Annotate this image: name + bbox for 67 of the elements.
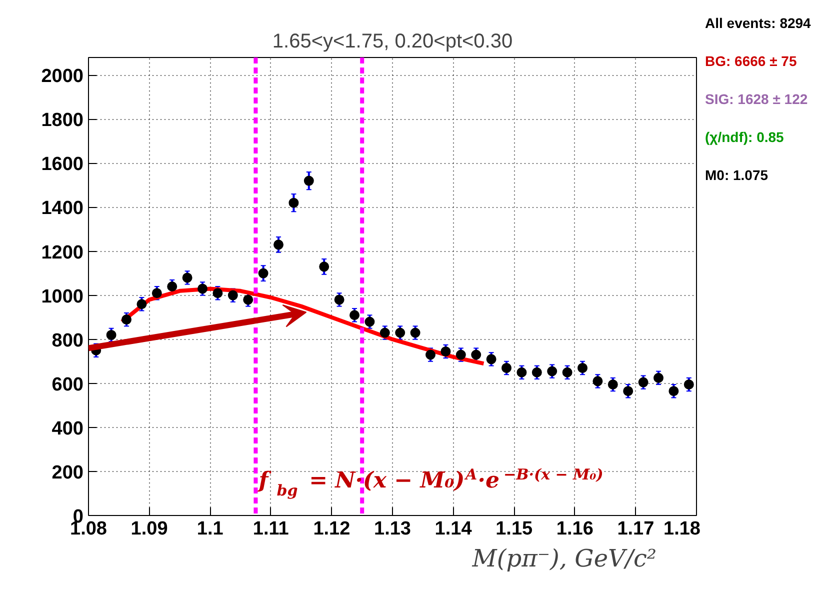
point <box>578 362 588 373</box>
x-tick-label: 1.14 <box>434 518 472 540</box>
y-tick-label: 1800 <box>41 110 84 132</box>
point <box>243 294 254 305</box>
point <box>502 362 512 373</box>
x-tick-label: 1.16 <box>556 518 594 540</box>
y-tick-label: 200 <box>52 462 84 484</box>
point <box>440 346 451 356</box>
text: SIG: 1628 ± 122 <box>705 90 808 109</box>
x-tick-label: 1.18 <box>664 518 701 540</box>
line-series <box>120 286 486 366</box>
text: M0: 1.075 <box>705 166 768 185</box>
point <box>638 377 648 388</box>
y-tick-label: 1200 <box>41 242 84 264</box>
x-tick-label: 1.1 <box>196 518 224 540</box>
point <box>304 176 314 186</box>
point <box>516 367 527 378</box>
point <box>228 290 238 300</box>
point <box>471 350 482 360</box>
point <box>198 284 208 294</box>
point <box>106 330 116 340</box>
x-tick-label: 1.15 <box>496 518 534 540</box>
y-tick-label: 1600 <box>41 154 84 176</box>
point <box>684 379 694 390</box>
point <box>258 268 268 278</box>
point <box>334 294 344 305</box>
point <box>122 314 132 325</box>
point <box>167 282 178 292</box>
point <box>426 350 436 360</box>
text: (χ/ndf): 0.85 <box>705 128 784 147</box>
point <box>182 272 192 283</box>
point <box>212 288 223 298</box>
point <box>547 366 558 376</box>
point <box>152 288 162 298</box>
y-tick-label: 600 <box>52 374 84 396</box>
x-tick-label: 1.17 <box>617 518 654 540</box>
y-tick-label: 1000 <box>41 286 84 308</box>
point <box>350 310 360 320</box>
point <box>288 198 299 208</box>
point <box>608 379 618 390</box>
y-tick-label: 1400 <box>41 198 84 220</box>
x-axis-title: M(pπ⁻), GeV/c² <box>471 544 656 572</box>
point <box>410 328 420 338</box>
point <box>380 328 390 338</box>
point <box>562 367 572 378</box>
x-tick-label: 1.13 <box>374 518 411 540</box>
x-tick-label: 1.09 <box>130 518 168 540</box>
point <box>136 299 147 310</box>
point <box>274 240 284 250</box>
text: BG: 6666 ± 75 <box>705 52 797 71</box>
y-tick-label: 2000 <box>41 66 84 88</box>
point <box>532 367 542 378</box>
chart-title: 1.65<y<1.75, 0.20<pt<0.30 <box>272 30 513 52</box>
x-tick-label: 1.11 <box>252 518 290 540</box>
text: All events: 8294 <box>705 14 811 33</box>
point <box>668 386 679 396</box>
point <box>395 328 406 338</box>
y-tick-label: 400 <box>52 418 84 440</box>
point <box>623 386 634 396</box>
point <box>456 350 466 360</box>
x-tick-label: 1.12 <box>313 518 350 540</box>
point <box>364 316 375 327</box>
y-tick-label: 800 <box>52 330 84 352</box>
point <box>319 262 330 272</box>
point <box>592 376 603 386</box>
point <box>654 372 664 383</box>
point <box>486 354 496 364</box>
